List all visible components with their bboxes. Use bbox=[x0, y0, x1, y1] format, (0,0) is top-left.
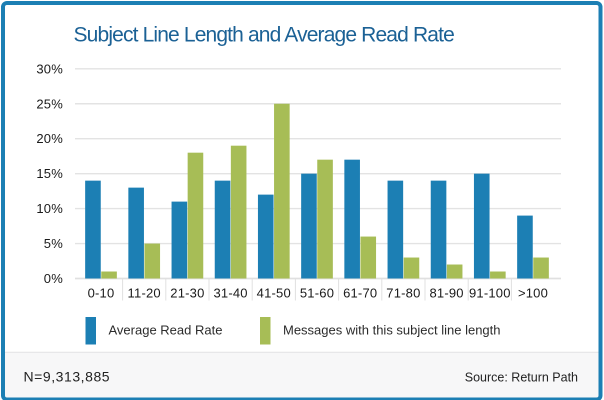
svg-text:11-20: 11-20 bbox=[128, 286, 161, 301]
svg-text:25%: 25% bbox=[36, 96, 63, 111]
svg-text:21-30: 21-30 bbox=[170, 286, 204, 301]
svg-text:41-50: 41-50 bbox=[257, 286, 291, 301]
svg-text:Subject Line Length and Averag: Subject Line Length and Average Read Rat… bbox=[74, 23, 455, 46]
svg-text:61-70: 61-70 bbox=[343, 286, 377, 301]
svg-text:91-100: 91-100 bbox=[469, 286, 511, 301]
svg-text:71-80: 71-80 bbox=[386, 286, 420, 301]
svg-text:5%: 5% bbox=[44, 236, 63, 251]
svg-text:0-10: 0-10 bbox=[88, 286, 115, 301]
svg-text:31-40: 31-40 bbox=[213, 286, 247, 301]
svg-text:81-90: 81-90 bbox=[429, 286, 463, 301]
svg-text:30%: 30% bbox=[36, 61, 63, 76]
svg-text:N=9,313,885: N=9,313,885 bbox=[24, 369, 111, 385]
svg-text:20%: 20% bbox=[36, 131, 63, 146]
svg-text:Average Read Rate: Average Read Rate bbox=[109, 323, 223, 338]
svg-text:Messages with this subject lin: Messages with this subject line length bbox=[283, 323, 501, 338]
svg-text:Source: Return Path: Source: Return Path bbox=[465, 371, 578, 385]
svg-text:0%: 0% bbox=[44, 271, 63, 286]
svg-text:15%: 15% bbox=[36, 166, 63, 181]
svg-text:10%: 10% bbox=[36, 201, 63, 216]
svg-text:>100: >100 bbox=[518, 286, 548, 301]
svg-text:51-60: 51-60 bbox=[300, 286, 334, 301]
